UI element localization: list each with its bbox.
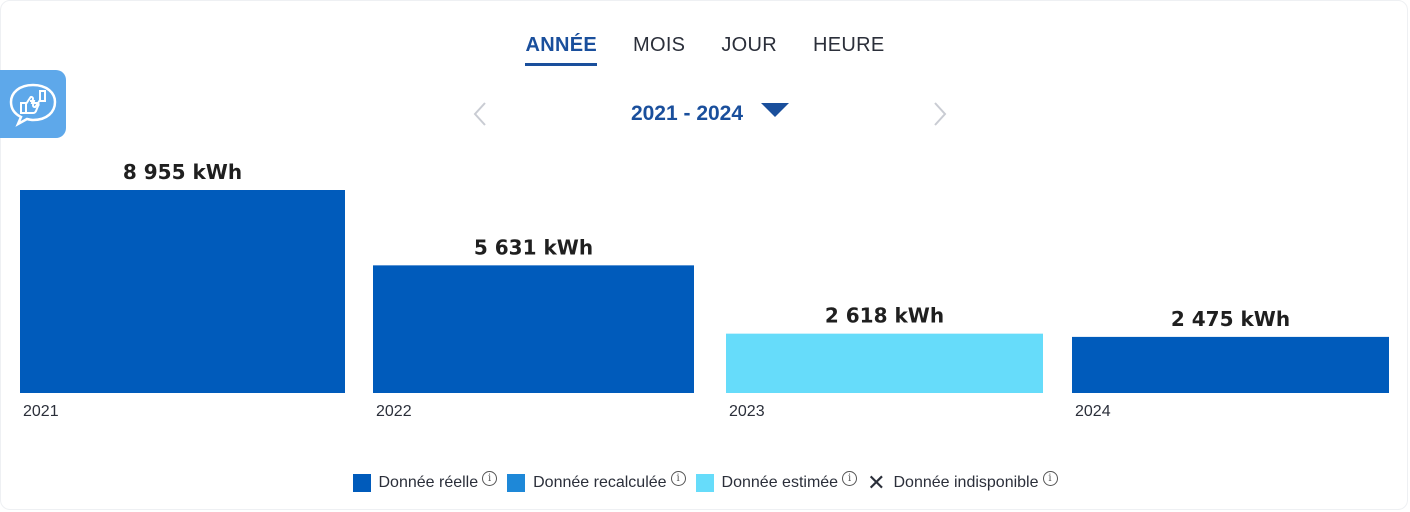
category-label-2021: 2021 [23,403,59,420]
value-label-2021: 8 955 kWh [123,160,242,184]
close-x-icon: ✕ [867,470,886,495]
bar-2024[interactable] [1072,336,1389,393]
tab-mois[interactable]: MOIS [633,34,686,56]
granularity-tabs: ANNÉE MOIS JOUR HEURE [0,34,1410,66]
legend-swatch-recalculee [507,474,526,492]
tab-heure[interactable]: HEURE [812,34,885,56]
info-icon[interactable]: i [670,470,686,486]
period-label: 2021 - 2024 [630,102,744,125]
legend-label-indisponible: Donnée indisponible [893,474,1039,491]
info-icon[interactable]: i [482,470,498,486]
period-dropdown[interactable]: 2021 - 2024 [470,102,950,126]
category-label-2024: 2024 [1075,403,1111,420]
legend-label-recalculee: Donnée recalculée [533,474,667,491]
legend-swatch-reelle [352,474,371,492]
info-icon[interactable]: i [1042,470,1058,486]
value-label-2024: 2 475 kWh [1171,307,1290,331]
chart-legend: Donnée réelle i Donnée recalculée i Donn… [0,470,1410,495]
feedback-button[interactable] [0,70,66,138]
legend-item-estimee: Donnée estimée i [695,470,858,492]
info-icon[interactable]: i [842,470,858,486]
chevron-right-icon[interactable] [930,100,950,128]
category-label-2022: 2022 [376,403,412,420]
bar-2021[interactable] [20,190,345,393]
value-label-2022: 5 631 kWh [474,235,593,259]
legend-item-reelle: Donnée réelle i [352,470,498,492]
bar-2023[interactable] [726,333,1043,393]
chevron-left-icon[interactable] [470,100,490,128]
bar-2022[interactable] [373,265,694,393]
value-label-2023: 2 618 kWh [825,304,944,328]
tab-annee[interactable]: ANNÉE [525,34,597,66]
legend-label-estimee: Donnée estimée [721,474,839,491]
annual-consumption-chart: 8 955 kWh 2021 5 631 kWh 2022 2 618 kWh 2023 2… [20,160,1389,420]
legend-swatch-estimee [695,474,714,492]
period-selector: 2021 - 2024 [470,98,950,134]
legend-item-indisponible: ✕ Donnée indisponible i [867,470,1058,495]
category-label-2023: 2023 [729,403,765,420]
legend-item-recalculee: Donnée recalculée i [507,470,686,492]
tab-jour[interactable]: JOUR [721,34,777,56]
feedback-thumbs-icon [9,83,57,127]
legend-label-reelle: Donnée réelle [378,474,479,491]
caret-down-icon [761,103,790,117]
